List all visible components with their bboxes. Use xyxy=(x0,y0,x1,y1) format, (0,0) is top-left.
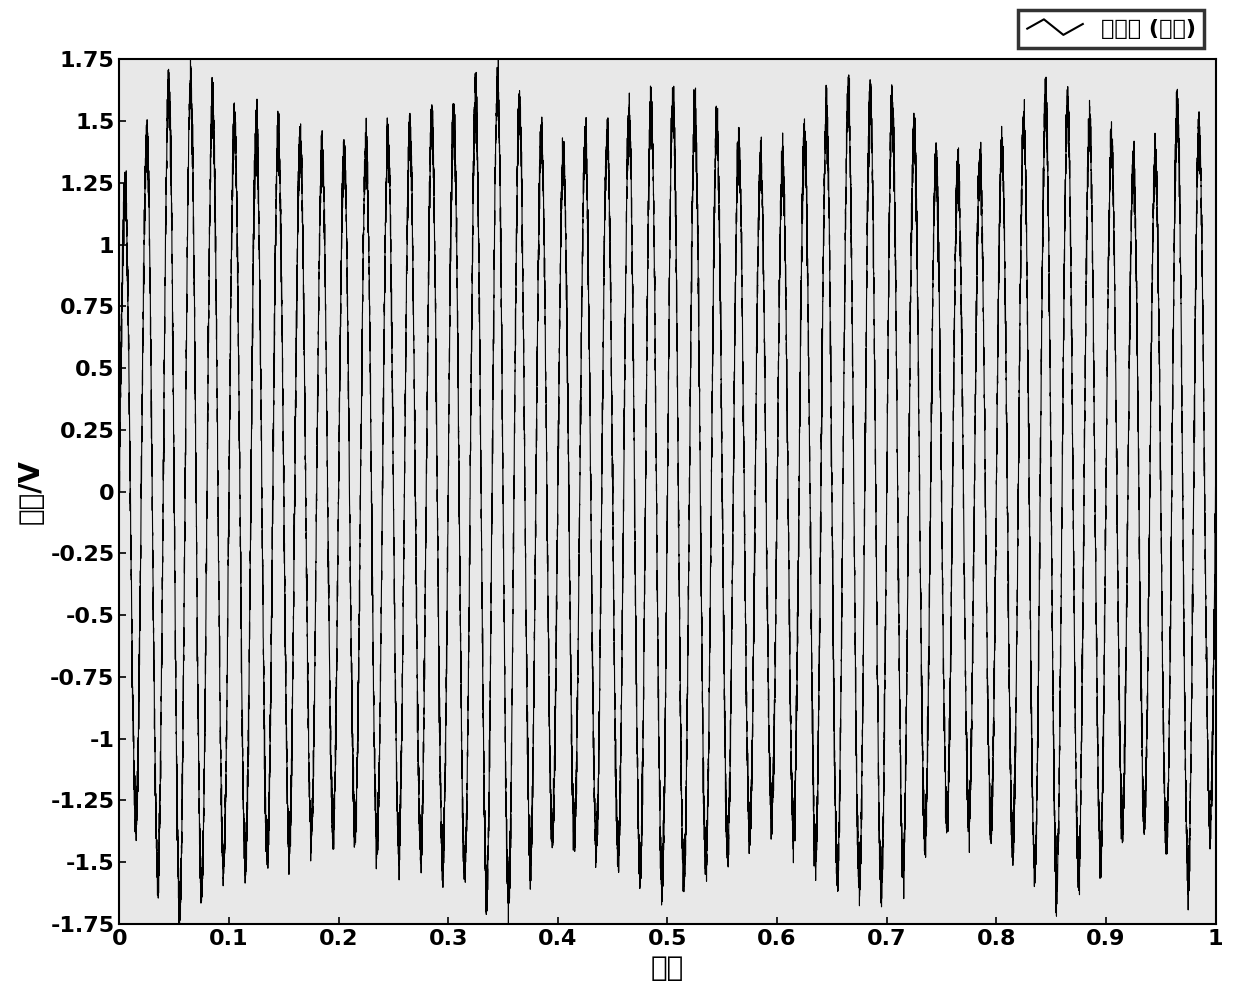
Y-axis label: 幅值/V: 幅值/V xyxy=(16,460,45,524)
X-axis label: 时间: 时间 xyxy=(651,954,684,982)
Legend: 信号源 (滤波): 信号源 (滤波) xyxy=(1018,10,1204,48)
